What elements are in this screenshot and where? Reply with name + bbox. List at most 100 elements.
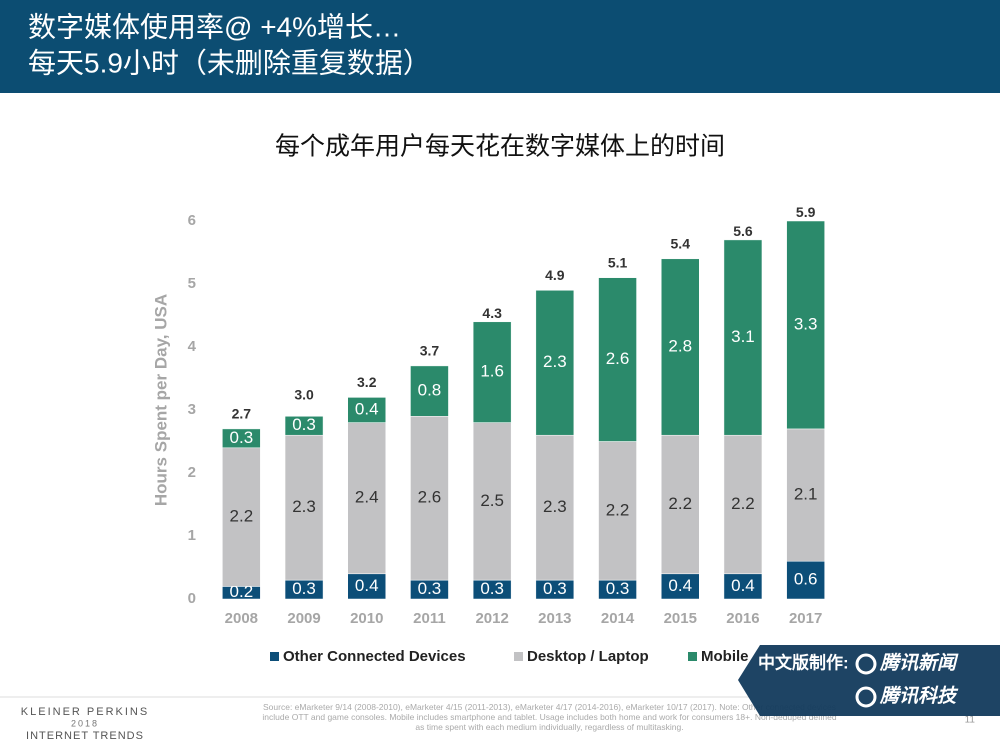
bar-segment (535, 434, 575, 581)
y-tick-label: 5 (188, 275, 196, 292)
segment-label: 2.2 (668, 494, 692, 513)
bar-segment (222, 428, 261, 449)
y-tick-label: 3 (188, 401, 196, 418)
segment-label: 2.6 (418, 488, 442, 507)
bar-segment (472, 422, 512, 581)
legend-swatch (514, 652, 523, 661)
bar-segment (535, 290, 575, 436)
segment-label: 2.3 (543, 497, 567, 516)
segment-label: 0.6 (794, 570, 818, 589)
chart-title: 每个成年用户每天花在数字媒体上的时间 (275, 133, 725, 161)
x-tick-label: 2015 (664, 610, 697, 627)
legend-label: Mobile (701, 648, 749, 665)
segment-label: 3.1 (731, 327, 755, 346)
total-label: 5.9 (796, 204, 816, 220)
overlay-logo: 腾讯新闻 (879, 652, 959, 674)
segment-label: 0.3 (292, 579, 316, 598)
segment-label: 2.3 (292, 497, 316, 516)
x-tick-label: 2011 (413, 610, 446, 627)
segment-label: 0.4 (731, 576, 755, 595)
total-label: 5.4 (671, 236, 691, 252)
y-tick-label: 0 (188, 590, 196, 607)
bar-segment (661, 434, 700, 575)
segment-label: 2.2 (731, 494, 755, 513)
legend-swatch (270, 652, 279, 661)
legend-label: Other Connected Devices (283, 648, 466, 665)
x-tick-label: 2009 (287, 610, 320, 627)
segment-label: 0.4 (355, 576, 379, 595)
overlay-text: 中文版制作: (758, 652, 849, 672)
x-tick-label: 2008 (225, 610, 258, 627)
bar-segment (661, 573, 700, 600)
segment-label: 2.3 (543, 352, 567, 371)
segment-label: 0.3 (230, 428, 254, 447)
segment-label: 0.4 (355, 399, 379, 418)
segment-label: 0.3 (292, 415, 316, 434)
total-label: 2.7 (232, 406, 252, 422)
total-label: 3.2 (357, 374, 377, 390)
x-tick-label: 2010 (350, 610, 383, 627)
y-tick-label: 2 (188, 464, 196, 481)
segment-label: 2.8 (668, 336, 692, 355)
x-tick-label: 2017 (789, 610, 822, 627)
overlay-logo: 腾讯科技 (879, 685, 959, 707)
segment-label: 2.4 (355, 488, 379, 507)
footer-report: INTERNET TRENDS (26, 730, 144, 742)
bar-segment (347, 397, 386, 423)
bar-segment (723, 239, 763, 436)
bar-segment (786, 428, 825, 562)
bar-segment (347, 422, 386, 575)
bar-segment (284, 416, 324, 436)
bar-segment (347, 573, 386, 600)
bar-segment (410, 365, 449, 417)
x-tick-label: 2014 (601, 610, 635, 627)
plot: 0 1 2 3 4 5 6 2008 0.2 2.2 0.3 2.7 2009 0.3 2.3 0.3 3.0 2… (188, 204, 825, 665)
segment-label: 0.3 (606, 579, 630, 598)
segment-label: 1.6 (480, 362, 504, 381)
bar-segment (410, 416, 449, 581)
bar-segment (723, 434, 763, 575)
y-tick-label: 4 (188, 338, 197, 355)
total-label: 4.9 (545, 267, 565, 283)
total-label: 4.3 (482, 305, 502, 321)
x-tick-label: 2013 (538, 610, 571, 627)
segment-label: 2.2 (606, 500, 630, 519)
bar-segment (786, 220, 825, 430)
logo-icon (855, 686, 877, 708)
bar-segment (598, 441, 637, 581)
legend-label: Desktop / Laptop (527, 648, 649, 665)
slide-title: 每天5.9小时（未删除重复数据） (28, 47, 431, 78)
x-tick-label: 2016 (726, 610, 759, 627)
bar-segment (786, 560, 825, 600)
bar-segment (598, 277, 637, 442)
page-number: 11 (965, 715, 976, 726)
legend-swatch (688, 652, 697, 661)
logo-icon (855, 653, 877, 675)
segment-label: 0.3 (418, 579, 442, 598)
total-label: 5.1 (608, 254, 628, 270)
segment-label: 2.5 (480, 491, 504, 510)
bar-segment (472, 321, 512, 423)
slide-title: 数字媒体使用率@ +4%增长… (28, 11, 401, 42)
segment-label: 0.3 (480, 579, 504, 598)
y-axis-label: Hours Spent per Day, USA (151, 294, 170, 506)
total-label: 5.6 (733, 223, 753, 239)
segment-label: 3.3 (794, 314, 818, 333)
footer-year: 2018 (71, 718, 99, 728)
bar-segment (661, 258, 700, 436)
header-bar (0, 0, 1000, 93)
y-tick-label: 6 (188, 212, 196, 229)
segment-label: 2.6 (606, 349, 630, 368)
segment-label: 2.1 (794, 485, 818, 504)
segment-label: 2.2 (230, 507, 254, 526)
overlay-badge (738, 645, 1000, 716)
total-label: 3.0 (294, 387, 314, 403)
segment-label: 0.8 (418, 381, 442, 400)
footer-brand: KLEINER PERKINS (21, 706, 149, 718)
source-box: Source: eMarketer 9/14 (2008-2010), eMar… (262, 702, 837, 732)
y-tick-label: 1 (188, 527, 196, 544)
segment-label: 0.4 (668, 576, 692, 595)
segment-label: 0.2 (230, 582, 254, 601)
source-note: Source: eMarketer 9/14 (2008-2010), eMar… (262, 702, 837, 732)
